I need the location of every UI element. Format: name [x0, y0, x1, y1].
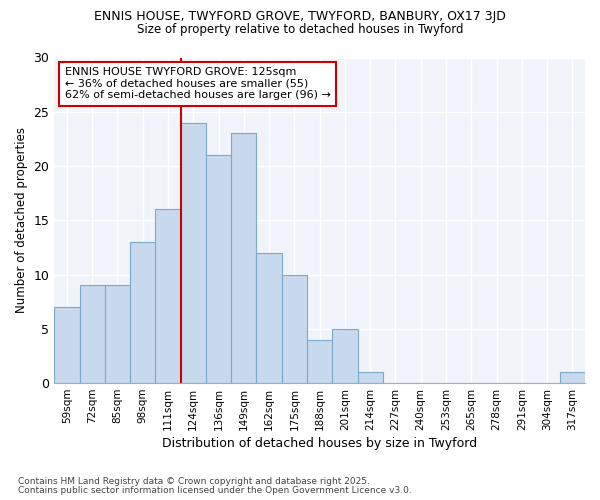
Bar — [231, 134, 256, 383]
Bar — [105, 286, 130, 383]
Text: ENNIS HOUSE TWYFORD GROVE: 125sqm
← 36% of detached houses are smaller (55)
62% : ENNIS HOUSE TWYFORD GROVE: 125sqm ← 36% … — [65, 68, 331, 100]
Bar — [560, 372, 585, 383]
Text: Size of property relative to detached houses in Twyford: Size of property relative to detached ho… — [137, 22, 463, 36]
Bar — [307, 340, 332, 383]
X-axis label: Distribution of detached houses by size in Twyford: Distribution of detached houses by size … — [162, 437, 477, 450]
Bar — [256, 253, 282, 383]
Bar — [80, 286, 105, 383]
Bar — [181, 122, 206, 383]
Bar — [155, 210, 181, 383]
Bar — [332, 329, 358, 383]
Bar — [282, 274, 307, 383]
Text: Contains public sector information licensed under the Open Government Licence v3: Contains public sector information licen… — [18, 486, 412, 495]
Y-axis label: Number of detached properties: Number of detached properties — [15, 128, 28, 314]
Bar — [206, 155, 231, 383]
Text: ENNIS HOUSE, TWYFORD GROVE, TWYFORD, BANBURY, OX17 3JD: ENNIS HOUSE, TWYFORD GROVE, TWYFORD, BAN… — [94, 10, 506, 23]
Bar — [54, 307, 80, 383]
Text: Contains HM Land Registry data © Crown copyright and database right 2025.: Contains HM Land Registry data © Crown c… — [18, 477, 370, 486]
Bar — [130, 242, 155, 383]
Bar — [358, 372, 383, 383]
